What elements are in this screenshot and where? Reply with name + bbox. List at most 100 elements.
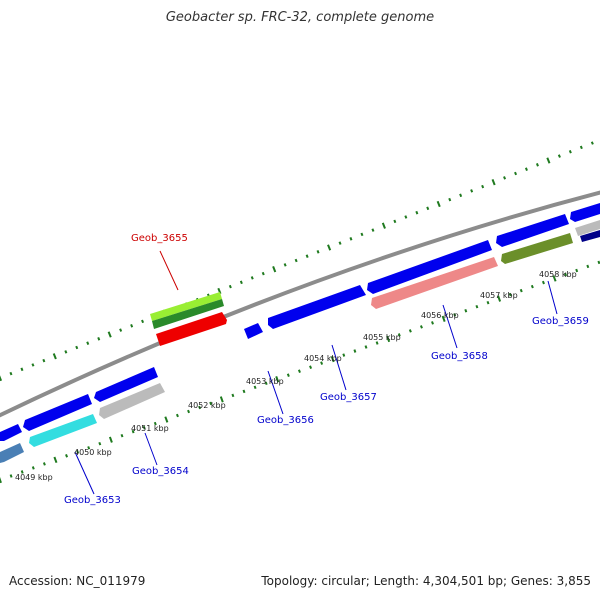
major-tick [164,416,169,423]
minor-tick [264,381,268,386]
minor-tick [426,206,430,211]
minor-tick [42,358,46,363]
minor-tick [481,184,485,189]
minor-tick [198,405,202,410]
label-leader-lines [74,250,558,495]
minor-tick [239,280,243,285]
minor-tick [305,254,309,258]
minor-tick [470,189,474,193]
minor-tick [309,365,313,369]
inner-tick-ring [0,260,600,484]
gene-label-geob-3656[interactable]: Geob_3656 [257,415,314,426]
minor-tick [408,329,412,333]
minor-tick [141,319,145,324]
tick-label: 4049 kbp [15,473,53,482]
minor-tick [283,263,287,267]
gene-arrow-blue-3[interactable] [94,367,158,402]
minor-tick [514,171,518,176]
minor-tick [353,349,357,353]
gene-label-geob-3657[interactable]: Geob_3657 [320,392,377,403]
minor-tick [415,210,419,215]
minor-tick [142,425,146,430]
minor-tick [586,264,590,269]
tick-label: 4054 kbp [304,354,342,363]
minor-tick [120,433,124,438]
minor-tick [209,401,213,406]
minor-tick [64,350,68,354]
minor-tick [9,371,13,376]
map-title: Geobacter sp. FRC-32, complete genome [165,10,435,25]
gene-features [0,203,600,463]
gene-arrow-blue-4[interactable] [268,285,366,329]
minor-tick [530,284,534,289]
gene-arrow-red[interactable] [156,312,227,346]
major-tick [219,396,224,403]
major-tick [491,179,496,186]
gene-label-geob-3654[interactable]: Geob_3654 [132,466,189,477]
minor-tick [419,325,423,329]
minor-tick [464,308,468,313]
tick-label: 4053 kbp [246,377,284,386]
minor-tick [431,321,434,325]
major-tick [272,266,277,273]
major-tick [546,157,551,164]
minor-tick [557,154,561,158]
minor-tick [564,272,568,277]
major-tick [0,375,3,382]
minor-tick [153,421,157,426]
minor-tick [459,193,463,198]
minor-tick [349,237,353,241]
minor-tick [524,167,528,171]
minor-tick [131,429,135,434]
minor-tick [597,260,600,265]
gene-arrow-darkgreen[interactable] [152,299,224,329]
gene-arrow-lightgreen[interactable] [150,292,222,321]
genome-summary-text: Topology: circular; Length: 4,304,501 bp… [261,574,591,588]
minor-tick [130,324,134,328]
minor-tick [187,409,191,414]
gene-arrow-steelblue[interactable] [0,443,24,463]
major-tick [386,335,391,343]
major-tick [53,456,58,464]
gene-arrow-blue-small[interactable] [244,323,263,339]
gene-arrow-navy[interactable] [580,230,600,242]
minor-tick [475,304,479,309]
gene-arrow-blue-2[interactable] [23,394,92,431]
gene-arrow-blue-1[interactable] [0,424,22,441]
minor-tick [575,268,579,273]
gene-label-geob-3653[interactable]: Geob_3653 [64,495,121,506]
major-tick [330,355,335,363]
minor-tick [519,288,523,293]
minor-tick [535,163,539,167]
minor-tick [590,141,594,145]
genome-backbone [0,190,600,418]
gene-label-geob-3655[interactable]: Geob_3655 [131,233,188,244]
minor-tick [20,367,24,372]
gene-arrow-salmon[interactable] [371,257,498,309]
gene-arrow-blue-7[interactable] [570,203,600,222]
minor-tick [371,228,375,232]
minor-tick [294,258,298,263]
tick-label: 4055 kbp [363,333,401,342]
minor-tick [75,345,79,350]
gene-arrow-blue-6[interactable] [496,214,569,247]
minor-tick [541,280,545,285]
gene-arrow-silver[interactable] [575,220,600,236]
tick-label: 4052 kbp [188,401,226,410]
minor-tick [375,341,379,345]
minor-tick [242,389,246,394]
gene-arrow-blue-5[interactable] [367,240,492,294]
gene-arrow-gray[interactable] [99,383,165,419]
gene-label-geob-3659[interactable]: Geob_3659 [532,316,589,327]
gene-arrow-olive[interactable] [501,233,573,264]
tick-label: 4057 kbp [480,291,518,300]
minor-tick [342,353,346,357]
major-tick [52,353,57,360]
minor-tick [338,241,342,245]
minor-tick [397,333,401,337]
minor-tick [364,345,368,349]
minor-tick [360,232,364,237]
gene-label-geob-3658[interactable]: Geob_3658 [431,351,488,362]
gene-arrow-cyan[interactable] [29,414,97,447]
